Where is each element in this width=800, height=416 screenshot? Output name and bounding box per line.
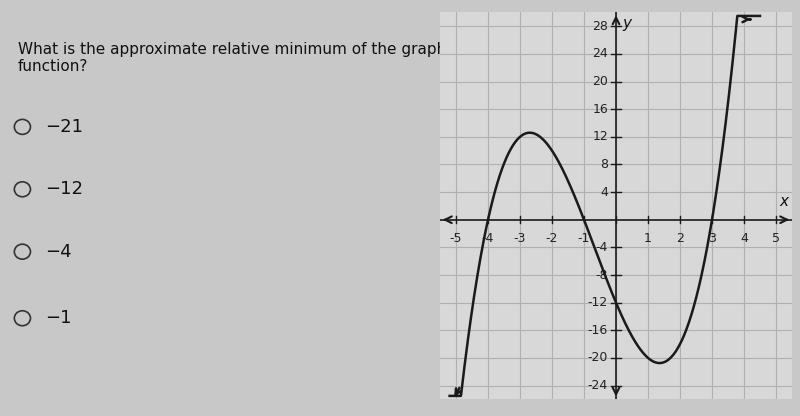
Text: -20: -20: [588, 352, 608, 364]
Text: 28: 28: [592, 20, 608, 33]
Text: −4: −4: [45, 243, 71, 261]
Text: 4: 4: [740, 232, 748, 245]
Text: -1: -1: [578, 232, 590, 245]
Text: −12: −12: [45, 180, 83, 198]
Text: x: x: [780, 194, 789, 209]
Text: −21: −21: [45, 118, 83, 136]
Text: -4: -4: [482, 232, 494, 245]
Text: -5: -5: [450, 232, 462, 245]
Text: 12: 12: [592, 130, 608, 144]
Text: What is the approximate relative minimum of the graphed
function?: What is the approximate relative minimum…: [18, 42, 466, 74]
Text: 16: 16: [592, 103, 608, 116]
Text: 1: 1: [644, 232, 652, 245]
Text: -16: -16: [588, 324, 608, 337]
Text: y: y: [622, 16, 631, 31]
Text: 3: 3: [708, 232, 716, 245]
Text: -3: -3: [514, 232, 526, 245]
Text: 2: 2: [676, 232, 684, 245]
Text: 8: 8: [600, 158, 608, 171]
Text: -24: -24: [588, 379, 608, 392]
Text: -8: -8: [595, 268, 608, 282]
Text: 24: 24: [592, 47, 608, 60]
Text: 20: 20: [592, 75, 608, 88]
Text: −1: −1: [45, 309, 71, 327]
Text: -12: -12: [588, 296, 608, 309]
Text: 4: 4: [600, 186, 608, 198]
Text: 5: 5: [772, 232, 780, 245]
Text: -4: -4: [596, 241, 608, 254]
Text: -2: -2: [546, 232, 558, 245]
